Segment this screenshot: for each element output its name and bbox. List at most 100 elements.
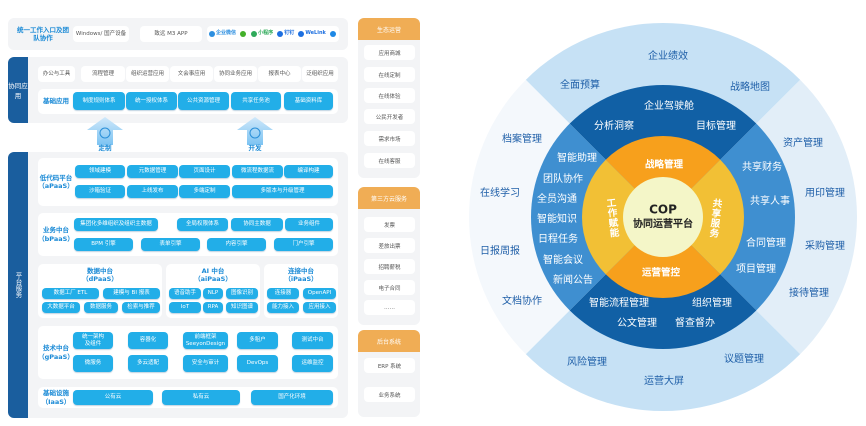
collab-app-item[interactable]: 报表中心 (258, 66, 301, 82)
outer-label: 全面预算 (560, 78, 600, 91)
collab-app-item[interactable]: 流程管理 (81, 66, 125, 82)
feishu-icon[interactable] (329, 31, 337, 37)
base-app-item[interactable]: 制度规则体系 (73, 92, 125, 110)
outer-label: 企业绩效 (648, 49, 688, 62)
third-item[interactable]: 招聘薪税 (364, 259, 415, 274)
device-windows[interactable]: Windows/ 国产设备 (73, 26, 129, 42)
middle-label: 团队协作 (543, 172, 583, 185)
aipaas-label: AI 中台 (201, 267, 225, 275)
gpaas-item[interactable]: 前端框架 SeeyonDesign (183, 332, 228, 349)
gpaas-label: 技术中台 （gPaaS） (38, 326, 74, 379)
core-ring-bottom-segment (605, 217, 721, 298)
apaas-item[interactable]: 多版本与升级管理 (232, 185, 333, 198)
outer-label: 运营大屏 (644, 374, 684, 387)
outer-label: 档案管理 (502, 132, 542, 145)
center-title: COP (649, 203, 677, 217)
gpaas-item[interactable]: 容器化 (128, 332, 168, 349)
aipaas-item[interactable]: IoT (169, 302, 201, 313)
base-app-item[interactable]: 共享任务池 (231, 92, 281, 110)
wechat-icon[interactable] (240, 31, 247, 37)
dingtalk-icon[interactable]: 钉钉 (277, 30, 294, 37)
eco-item[interactable]: 在线定制 (364, 67, 415, 82)
gpaas-item[interactable]: 微服务 (73, 355, 113, 372)
third-item[interactable]: …… (364, 300, 415, 315)
gpaas-item[interactable]: DevOps (237, 355, 278, 372)
eco-item[interactable]: 公民开发者 (364, 109, 415, 124)
gpaas-item[interactable]: 多云适配 (128, 355, 168, 372)
bpaas-item[interactable]: 表单引擎 (141, 238, 200, 251)
bpaas-sub: （bPaaS） (38, 234, 74, 243)
third-item[interactable]: 发票 (364, 217, 415, 232)
customize-label: 定制 (98, 143, 112, 152)
aipaas-item[interactable]: 语音助手 (169, 288, 201, 299)
bpaas-item[interactable]: 业务组件 (285, 218, 333, 231)
dpaas-item[interactable]: 建模与 BI 报表 (103, 288, 160, 299)
ipaas-label: 连接中台 (288, 267, 314, 275)
outer-label: 风险管理 (567, 355, 607, 368)
bpaas-item[interactable]: 内容引擎 (207, 238, 266, 251)
apaas-item[interactable]: 元数据管理 (127, 165, 178, 178)
eco-item[interactable]: 应用商城 (364, 45, 415, 60)
develop-label: 开发 (248, 143, 262, 152)
iaas-item[interactable]: 国产化环境 (251, 390, 333, 405)
base-app-item[interactable]: 基础资料库 (284, 92, 333, 110)
apaas-item[interactable]: 多端定制 (179, 185, 230, 198)
aipaas-item[interactable]: 图像识别 (226, 288, 258, 299)
backend-item[interactable]: ERP 系统 (364, 358, 415, 373)
base-app-item[interactable]: 统一授权体系 (126, 92, 177, 110)
apaas-item[interactable]: 上线发布 (127, 185, 178, 198)
welink-icon[interactable]: WeLink (298, 30, 326, 37)
device-m3-app[interactable]: 致远 M3 APP (140, 26, 202, 42)
middle-label: 全员沟通 (537, 192, 577, 205)
gpaas-item[interactable]: 测试中台 (292, 332, 333, 349)
apaas-item[interactable]: 编译构建 (284, 165, 333, 178)
collab-app-item[interactable]: 办公与工具 (38, 66, 75, 82)
eco-item[interactable]: 在线客服 (364, 153, 415, 168)
dpaas-item[interactable]: 大数据平台 (42, 302, 80, 313)
bpaas-item[interactable]: 全局权限体系 (177, 218, 228, 231)
gpaas-item[interactable]: 统一架构 及组件 (73, 332, 113, 349)
gpaas-item[interactable]: 多租户 (237, 332, 278, 349)
center-circle (623, 177, 703, 257)
apaas-item[interactable]: 沙箱验证 (75, 185, 125, 198)
third-item[interactable]: 电子合同 (364, 280, 415, 295)
dpaas-item[interactable]: 数据工厂 ETL (42, 288, 99, 299)
third-item[interactable]: 差旅出票 (364, 238, 415, 253)
base-app-item[interactable]: 公共资源管理 (178, 92, 229, 110)
outer-label: 采购管理 (805, 239, 845, 252)
collab-app-item[interactable]: 泛组织应用 (302, 66, 338, 82)
develop-arrow-icon (237, 117, 273, 145)
wecom-icon[interactable]: 企业微信 (209, 30, 236, 37)
miniprogram-icon[interactable]: 小程序 (251, 30, 273, 37)
apaas-item[interactable]: 领域建模 (75, 165, 125, 178)
collab-app-item[interactable]: 组织运营应用 (126, 66, 169, 82)
ipaas-item[interactable]: 应用接入 (303, 302, 336, 313)
backend-item[interactable]: 业务系统 (364, 387, 415, 402)
ipaas-item[interactable]: 连接器 (267, 288, 299, 299)
bpaas-item[interactable]: BPM 引擎 (74, 238, 133, 251)
aipaas-item[interactable]: NLP (203, 288, 223, 299)
middle-label: 共享人事 (750, 194, 790, 207)
middle-label: 项目管理 (736, 262, 776, 275)
iaas-item[interactable]: 私有云 (162, 390, 240, 405)
gpaas-item[interactable]: 安全与审计 (183, 355, 228, 372)
outer-label: 用印管理 (805, 186, 845, 199)
apaas-item[interactable]: 页面设计 (179, 165, 230, 178)
collab-app-item[interactable]: 文会事应用 (170, 66, 213, 82)
bpaas-item[interactable]: 集团化多维组织及组织主数据 (74, 218, 158, 231)
eco-item[interactable]: 需求市场 (364, 131, 415, 146)
aipaas-item[interactable]: RPA (203, 302, 223, 313)
ipaas-item[interactable]: OpenAPI (303, 288, 336, 299)
bpaas-item[interactable]: 协同主数据 (231, 218, 283, 231)
eco-item[interactable]: 在线体验 (364, 88, 415, 103)
iaas-item[interactable]: 公有云 (73, 390, 153, 405)
ipaas-item[interactable]: 能力接入 (267, 302, 299, 313)
apaas-item[interactable]: 微流程数据流 (232, 165, 283, 178)
gpaas-item[interactable]: 运维监控 (292, 355, 333, 372)
bpaas-item[interactable]: 门户引擎 (274, 238, 333, 251)
aipaas-item[interactable]: 知识图谱 (226, 302, 258, 313)
dpaas-item[interactable]: 数据服务 (84, 302, 118, 313)
collab-app-item[interactable]: 协同业务应用 (214, 66, 257, 82)
dpaas-item[interactable]: 检索与推荐 (122, 302, 160, 313)
